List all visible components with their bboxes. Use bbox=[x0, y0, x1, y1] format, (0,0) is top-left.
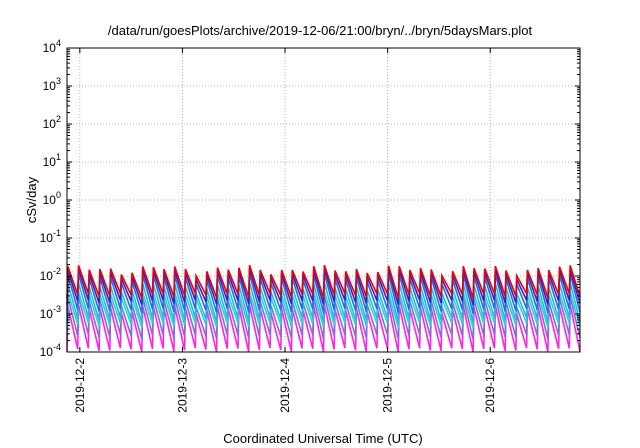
x-axis-ticks: 2019-12-2 2019-12-3 2019-12-4 2019-12-5 2019… bbox=[73, 48, 497, 413]
series-lines bbox=[66, 264, 581, 353]
x-tick-label: 2019-12-3 bbox=[175, 358, 189, 413]
y-tick-label: 102 bbox=[43, 114, 61, 131]
y-axis-label: cSv/day bbox=[24, 176, 39, 223]
series-line bbox=[66, 291, 581, 329]
y-tick-label: 100 bbox=[43, 190, 61, 207]
y-tick-label: 10-4 bbox=[40, 342, 61, 359]
y-axis-ticks: 10-4 10-3 10-2 10-1 100 101 102 103 104 bbox=[40, 38, 580, 359]
series-line bbox=[66, 282, 581, 323]
series-line bbox=[66, 268, 581, 306]
x-tick-label: 2019-12-5 bbox=[381, 358, 395, 413]
chart-title: /data/run/goesPlots/archive/2019-12-06/2… bbox=[108, 23, 533, 38]
y-tick-label: 103 bbox=[43, 76, 61, 93]
y-tick-label: 10-3 bbox=[40, 304, 61, 321]
x-axis-label: Coordinated Universal Time (UTC) bbox=[223, 431, 422, 446]
x-tick-label: 2019-12-6 bbox=[483, 358, 497, 413]
y-tick-label: 101 bbox=[43, 152, 61, 169]
y-tick-label: 104 bbox=[43, 38, 61, 55]
x-tick-label: 2019-12-4 bbox=[278, 358, 292, 413]
y-tick-label: 10-1 bbox=[40, 228, 61, 245]
series-line bbox=[66, 273, 581, 314]
series-line bbox=[66, 296, 581, 340]
series-line bbox=[66, 264, 581, 299]
y-tick-label: 10-2 bbox=[40, 266, 61, 283]
x-tick-label: 2019-12-2 bbox=[73, 358, 87, 413]
